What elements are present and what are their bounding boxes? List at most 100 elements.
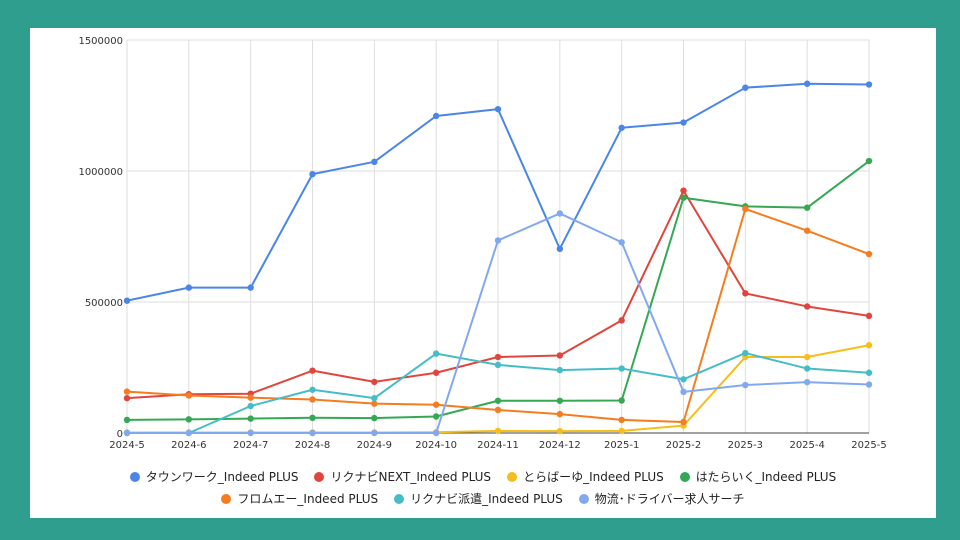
x-tick-label: 2024-11 — [477, 440, 519, 451]
data-point — [803, 303, 811, 310]
legend-label: タウンワーク_Indeed PLUS — [145, 470, 299, 484]
data-point — [865, 81, 873, 88]
data-point — [247, 429, 254, 437]
legend-swatch — [314, 472, 325, 482]
legend-label: 物流･ドライバー求人サーチ — [594, 492, 745, 506]
data-point — [742, 349, 749, 357]
data-point — [803, 353, 811, 361]
series-1 — [123, 187, 873, 402]
data-point — [680, 418, 687, 426]
data-point — [247, 402, 254, 410]
data-point — [309, 367, 316, 374]
data-point — [432, 350, 440, 357]
data-point — [803, 80, 811, 87]
data-point — [494, 105, 502, 113]
data-point — [309, 170, 316, 178]
data-point — [247, 415, 254, 422]
y-tick-label: 1000000 — [78, 167, 123, 178]
data-point — [680, 187, 687, 194]
data-point — [123, 388, 131, 395]
line-chart: 0 500000 1000000 1500000 2024-5 2024-6 2024-7 2… — [78, 36, 886, 451]
data-point — [556, 352, 564, 359]
data-point — [185, 429, 193, 437]
legend-item: リクナビNEXT_Indeed PLUS — [314, 466, 491, 488]
data-point — [371, 394, 378, 402]
data-point — [185, 416, 193, 423]
x-tick-label: 2025-5 — [851, 440, 886, 451]
data-point — [123, 394, 131, 402]
data-point — [494, 361, 502, 369]
legend-swatch — [129, 472, 140, 482]
x-tick-label: 2025-3 — [728, 440, 763, 451]
legend-swatch — [221, 494, 232, 504]
legend-swatch — [679, 472, 690, 482]
series-0 — [123, 80, 873, 304]
data-point — [371, 158, 378, 166]
data-point — [432, 112, 440, 120]
data-point — [618, 239, 625, 246]
data-point — [309, 396, 316, 403]
legend-row: フロムエー_Indeed PLUS リクナビ派遣_Indeed PLUS 物流･ドラ… — [30, 488, 936, 510]
x-tick-label: 2025-2 — [666, 440, 701, 451]
data-point — [803, 227, 811, 234]
data-point — [742, 84, 749, 91]
data-point — [432, 369, 440, 376]
legend-item: とらばーゆ_Indeed PLUS — [507, 466, 664, 488]
x-tick-label: 2025-4 — [789, 440, 824, 451]
x-tick-label: 2024-9 — [357, 440, 392, 451]
y-tick-label: 500000 — [85, 298, 123, 309]
legend: タウンワーク_Indeed PLUS リクナビNEXT_Indeed PLUS とら… — [30, 466, 936, 510]
data-point — [742, 381, 749, 389]
data-point — [494, 353, 502, 361]
data-point — [618, 416, 625, 424]
data-point — [865, 369, 873, 376]
legend-label: フロムエー_Indeed PLUS — [237, 492, 379, 506]
y-tick-label: 0 — [117, 429, 123, 440]
legend-label: とらばーゆ_Indeed PLUS — [523, 470, 664, 484]
data-point — [123, 297, 131, 304]
data-point — [309, 429, 316, 437]
legend-swatch — [507, 472, 518, 482]
series-6 — [123, 210, 873, 437]
data-point — [371, 400, 378, 407]
data-point — [494, 427, 502, 435]
data-point — [123, 416, 131, 424]
legend-item: タウンワーク_Indeed PLUS — [129, 466, 299, 488]
data-point — [680, 388, 687, 396]
data-point — [494, 406, 502, 414]
data-point — [494, 397, 502, 404]
legend-swatch — [578, 494, 589, 504]
data-point — [247, 394, 254, 401]
data-point — [556, 210, 564, 217]
legend-swatch — [394, 494, 405, 504]
x-tick-label: 2024-12 — [539, 440, 581, 451]
data-point — [371, 414, 378, 422]
data-point — [247, 284, 254, 291]
legend-label: リクナビNEXT_Indeed PLUS — [330, 470, 492, 484]
data-point — [556, 366, 564, 374]
x-tick-label: 2024-6 — [171, 440, 206, 451]
x-tick-label: 2024-8 — [295, 440, 330, 451]
data-point — [865, 381, 873, 388]
legend-label: リクナビ派遣_Indeed PLUS — [410, 492, 563, 506]
chart-panel: 0 500000 1000000 1500000 2024-5 2024-6 2024-7 2… — [30, 28, 936, 518]
data-point — [185, 392, 193, 399]
data-point — [803, 378, 811, 386]
x-tick-label: 2025-1 — [604, 440, 639, 451]
data-point — [309, 414, 316, 422]
legend-row: タウンワーク_Indeed PLUS リクナビNEXT_Indeed PLUS とら… — [30, 466, 936, 488]
data-point — [865, 157, 873, 165]
legend-label: はたらいく_Indeed PLUS — [695, 470, 837, 484]
data-point — [556, 427, 564, 435]
x-tick-label: 2024-5 — [109, 440, 144, 451]
data-point — [123, 429, 131, 437]
data-point — [618, 427, 625, 435]
data-point — [556, 397, 564, 404]
x-tick-label: 2024-7 — [233, 440, 268, 451]
data-point — [618, 365, 625, 372]
legend-item: フロムエー_Indeed PLUS — [221, 488, 378, 510]
data-point — [680, 119, 687, 126]
data-point — [185, 284, 193, 291]
data-point — [494, 237, 502, 244]
data-point — [371, 378, 378, 386]
